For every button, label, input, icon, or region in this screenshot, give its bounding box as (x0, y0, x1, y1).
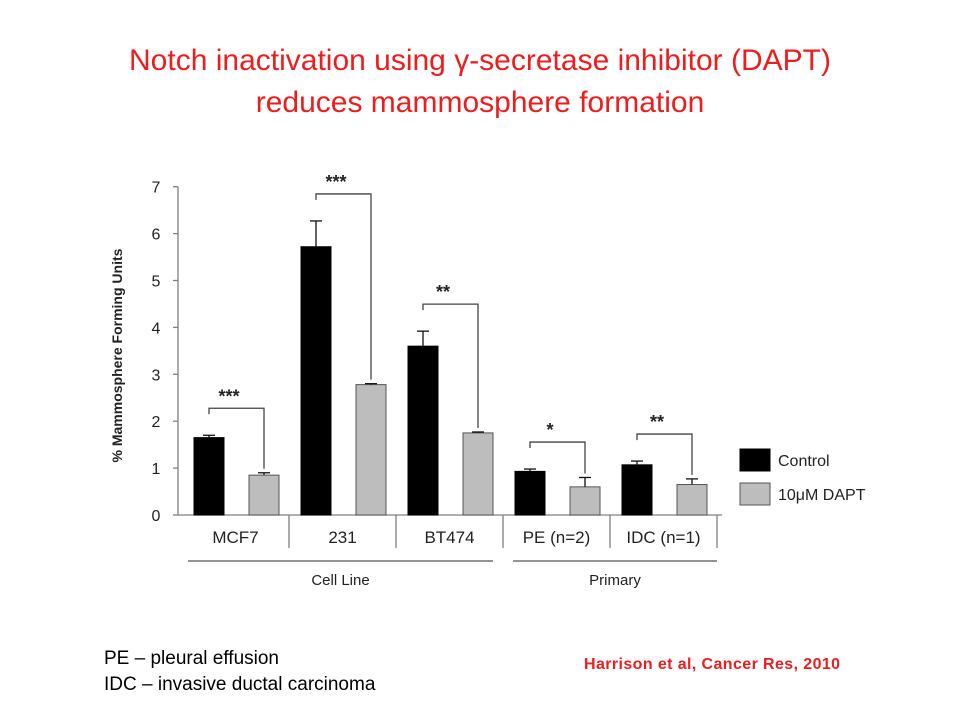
y-tick-label: 2 (152, 414, 161, 431)
legend-label: 10μM DAPT (778, 487, 866, 504)
significance-bracket (529, 441, 586, 474)
slide-title: Notch inactivation using γ-secretase inh… (0, 40, 960, 124)
significance-marker: *** (218, 386, 239, 406)
significance-marker: * (546, 420, 553, 440)
y-tick-label: 3 (152, 367, 161, 384)
significance-bracket (422, 303, 479, 428)
bar-dapt (569, 486, 601, 516)
significance-bracket (315, 193, 372, 380)
footnotes: PE – pleural effusion IDC – invasive duc… (104, 646, 375, 698)
bar-control (300, 246, 332, 516)
footnote-pe: PE – pleural effusion (104, 648, 279, 669)
x-tick-label: MCF7 (212, 528, 258, 547)
group-label: Primary (589, 572, 641, 589)
legend-swatch-dapt (739, 482, 771, 506)
bar-control (514, 470, 546, 516)
legend-swatch-control (739, 448, 771, 472)
x-tick-label: IDC (n=1) (626, 528, 700, 547)
significance-marker: ** (436, 282, 450, 302)
y-axis-label: % Mammosphere Forming Units (109, 248, 125, 462)
x-tick-label: PE (n=2) (523, 528, 591, 547)
bar-control (407, 345, 439, 516)
bar-control (193, 437, 225, 516)
y-tick-label: 0 (152, 508, 161, 525)
significance-bracket (208, 407, 265, 469)
y-tick-label: 7 (152, 180, 161, 197)
title-line-2: reduces mammosphere formation (255, 86, 705, 119)
footnote-idc: IDC – invasive ductal carcinoma (104, 674, 376, 695)
significance-marker: ** (650, 412, 664, 432)
bar-dapt (248, 474, 280, 516)
citation: Harrison et al, Cancer Res, 2010 (584, 656, 841, 673)
bar-control (621, 464, 653, 516)
significance-bracket (636, 433, 693, 475)
significance-marker: *** (325, 172, 346, 192)
x-tick-label: BT474 (424, 528, 474, 547)
y-tick-label: 5 (152, 274, 161, 291)
group-label: Cell Line (311, 572, 369, 589)
bar-dapt (676, 484, 708, 516)
y-tick-label: 1 (152, 461, 161, 478)
bar-dapt (355, 384, 387, 516)
legend-label: Control (778, 453, 830, 470)
x-tick-label: 231 (328, 528, 356, 547)
y-tick-label: 4 (152, 320, 161, 337)
y-tick-label: 6 (152, 227, 161, 244)
bar-dapt (462, 432, 494, 516)
title-line-1: Notch inactivation using γ-secretase inh… (129, 44, 831, 77)
